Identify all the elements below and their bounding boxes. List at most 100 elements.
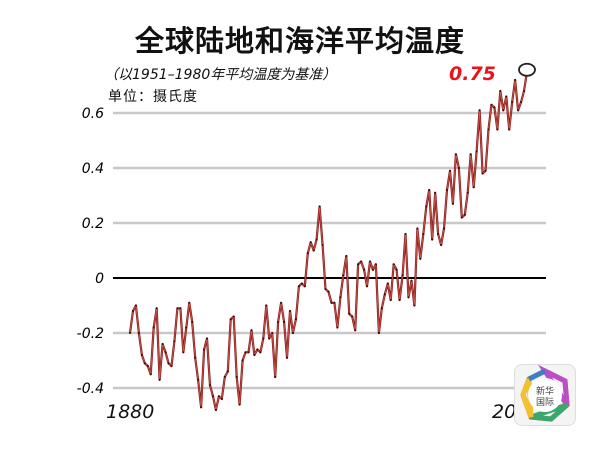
data-point-1987 [446, 189, 449, 191]
data-point-2002 [490, 103, 493, 106]
data-point-1927 [268, 337, 271, 340]
data-point-2000 [484, 169, 487, 172]
data-point-1955 [351, 315, 354, 318]
data-point-1921 [250, 329, 253, 332]
data-point-1911 [220, 398, 223, 400]
data-point-1944 [318, 205, 321, 208]
data-point-1976 [413, 304, 416, 307]
data-point-1896 [176, 307, 179, 310]
data-point-1926 [265, 304, 268, 307]
data-point-1953 [345, 255, 348, 257]
data-point-1980 [425, 205, 428, 208]
data-point-1904 [200, 406, 203, 409]
data-point-2003 [493, 106, 496, 109]
data-point-1974 [407, 296, 410, 299]
data-point-1968 [389, 299, 392, 301]
data-point-1945 [321, 244, 324, 246]
data-point-1941 [309, 241, 312, 244]
data-point-1947 [327, 290, 330, 293]
data-point-1910 [217, 395, 220, 398]
data-point-1972 [401, 274, 404, 277]
data-point-1915 [232, 315, 235, 318]
data-point-2010 [514, 79, 517, 81]
data-point-1903 [197, 378, 200, 381]
highlight-marker-2014 [518, 62, 536, 77]
data-point-1958 [360, 260, 363, 263]
data-point-1982 [431, 238, 434, 241]
x-tick-label-start: 1880 [106, 401, 154, 423]
data-point-1965 [380, 307, 383, 310]
data-point-1989 [451, 202, 454, 205]
data-point-1905 [203, 348, 206, 351]
data-point-1937 [297, 285, 300, 288]
data-point-1895 [173, 340, 176, 343]
y-axis-unit-label: 单位：摄氏度 [108, 89, 198, 105]
data-point-1914 [229, 318, 232, 321]
svg-text:新华: 新华 [536, 385, 554, 397]
data-point-1930 [277, 321, 280, 323]
data-point-1957 [357, 263, 360, 266]
data-point-1897 [179, 307, 182, 310]
data-point-1883 [137, 332, 140, 334]
data-point-1900 [188, 301, 191, 304]
data-point-1966 [383, 293, 386, 296]
data-point-1952 [342, 274, 345, 277]
data-point-1908 [211, 395, 214, 398]
data-point-1984 [437, 233, 440, 235]
data-point-1943 [315, 238, 318, 241]
data-point-1961 [368, 260, 371, 263]
data-point-1983 [434, 191, 437, 194]
data-point-1906 [206, 337, 209, 340]
data-point-2007 [505, 95, 508, 98]
data-point-1991 [457, 167, 460, 169]
data-point-1954 [348, 312, 351, 315]
data-point-1971 [398, 299, 401, 301]
data-point-1924 [259, 351, 262, 354]
data-point-1934 [288, 310, 291, 312]
y-tick-label: 0.6 [82, 106, 104, 122]
series-line [128, 71, 529, 412]
data-point-1950 [336, 326, 339, 329]
data-point-1892 [164, 351, 167, 354]
data-point-1925 [262, 337, 265, 340]
data-point-1967 [386, 282, 389, 285]
data-point-1946 [324, 288, 327, 290]
data-point-1886 [146, 365, 149, 367]
data-point-1922 [253, 354, 256, 356]
data-point-1994 [466, 191, 469, 194]
data-point-1959 [363, 268, 366, 271]
data-point-1993 [463, 213, 466, 216]
data-point-1985 [440, 244, 443, 246]
data-point-1977 [416, 227, 419, 230]
data-point-1916 [235, 376, 238, 378]
data-point-1885 [143, 362, 146, 365]
data-point-1973 [404, 233, 407, 235]
data-point-1988 [448, 169, 451, 172]
data-point-1999 [481, 172, 484, 175]
data-point-2004 [496, 128, 499, 131]
data-point-1990 [454, 153, 457, 156]
series-line-highlight [129, 71, 528, 411]
data-point-1928 [271, 332, 274, 334]
data-point-2009 [511, 101, 514, 103]
highlight-value-label: 0.75 [449, 63, 496, 85]
y-tick-label: -0.4 [77, 381, 104, 397]
data-point-1995 [469, 153, 472, 156]
data-point-1975 [410, 279, 413, 282]
data-point-1963 [374, 263, 377, 266]
data-point-1931 [280, 301, 283, 304]
data-point-1932 [283, 321, 286, 323]
data-point-1917 [238, 403, 241, 406]
data-point-2012 [520, 101, 523, 103]
data-point-1948 [330, 301, 333, 304]
data-point-1951 [339, 296, 342, 299]
data-point-1913 [226, 370, 229, 373]
data-point-1936 [294, 318, 297, 321]
data-point-1890 [158, 378, 161, 381]
data-point-1909 [214, 409, 217, 411]
data-point-1970 [395, 268, 398, 271]
svg-text:国际: 国际 [536, 397, 554, 408]
data-point-1882 [134, 304, 137, 307]
data-point-1992 [460, 216, 463, 219]
